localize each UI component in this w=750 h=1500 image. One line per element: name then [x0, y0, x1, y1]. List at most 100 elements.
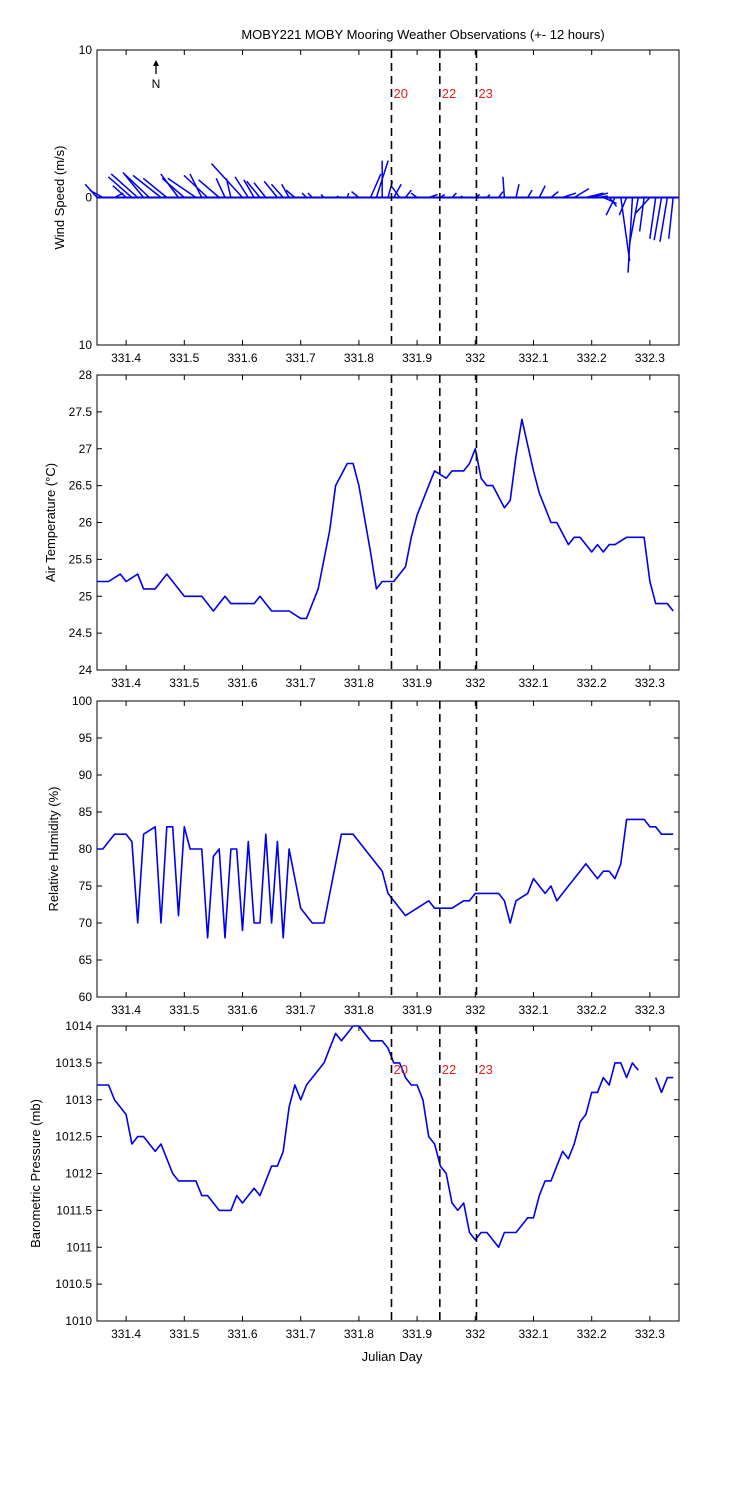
air-temperature-panel: 331.4 331.5 331.6 331.7 331.8 331.9 332 332.1 33… — [43, 368, 680, 690]
x-tick-label: 331.5 — [169, 351, 199, 365]
x-tick-label: 331.7 — [286, 1003, 316, 1017]
y-tick-label: 70 — [79, 916, 93, 930]
wind-stick — [451, 192, 457, 199]
wind-stick — [285, 189, 296, 199]
wind-stick — [369, 173, 382, 198]
y-tick-label: 24.5 — [69, 626, 93, 640]
y-tick-label: 1011 — [66, 1240, 92, 1254]
figure-title: MOBY221 MOBY Mooring Weather Observation… — [241, 27, 604, 42]
x-tick-label: 331.4 — [111, 1003, 141, 1017]
wind-stick — [634, 196, 651, 215]
y-tick-label: 65 — [79, 953, 93, 967]
x-tick-label: 331.9 — [402, 1003, 432, 1017]
wind-stick — [391, 186, 401, 198]
y-axis-title: Air Temperature (°C) — [43, 463, 58, 582]
event-marker-label: 23 — [478, 1062, 492, 1077]
wind-stick — [605, 197, 616, 216]
relative-humidity-panel: 331.4 331.5 331.6 331.7 331.8 331.9 332 332.1 33… — [46, 694, 680, 1017]
wind-stick — [335, 195, 339, 199]
wind-stick — [460, 195, 464, 199]
y-tick-label: 26.5 — [69, 479, 93, 493]
plot-frame — [96, 1025, 680, 1322]
y-tick-label: 10 — [79, 43, 93, 57]
wind-stick — [502, 176, 506, 198]
y-tick-label: 80 — [79, 842, 93, 856]
wind-stick — [215, 178, 226, 198]
x-tick-label: 332 — [465, 1003, 485, 1017]
wind-stick — [597, 195, 608, 199]
wind-stick — [270, 183, 284, 198]
x-tick-label: 331.6 — [227, 1003, 257, 1017]
barometric-pressure-panel: 331.4 331.5 331.6 331.7 331.8 331.9 332 332.1 33… — [28, 1019, 680, 1341]
y-tick-label: 10 — [79, 338, 93, 352]
x-tick-label: 332.2 — [577, 351, 607, 365]
wind-stick — [183, 174, 209, 199]
x-tick-label: 331.6 — [227, 676, 257, 690]
y-tick-label: 1014 — [65, 1019, 92, 1033]
x-tick-label: 332.2 — [577, 1003, 607, 1017]
wind-stick — [107, 176, 133, 199]
plot-frame — [96, 374, 680, 671]
event-marker-label: 22 — [442, 1062, 456, 1077]
wind-stick — [123, 173, 150, 199]
wind-stick — [628, 197, 639, 245]
y-tick-label: 26 — [79, 516, 93, 530]
y-tick-label: 1013 — [65, 1093, 92, 1107]
wind-stick — [112, 185, 127, 199]
wind-stick — [573, 188, 590, 199]
x-tick-label: 331.9 — [402, 1327, 432, 1341]
y-tick-label: 27.5 — [69, 405, 93, 419]
x-tick-label: 331.6 — [227, 1327, 257, 1341]
y-tick-label: 0 — [85, 191, 92, 205]
wind-stick — [668, 197, 674, 239]
y-tick-label: 60 — [79, 990, 93, 1004]
event-marker-label: 20 — [393, 86, 407, 101]
y-tick-label: 1010 — [65, 1314, 92, 1328]
y-tick-label: 1011.5 — [56, 1203, 92, 1217]
x-tick-label: 332.3 — [635, 351, 665, 365]
y-tick-label: 24 — [79, 663, 93, 677]
wind-stick — [638, 197, 645, 232]
x-tick-label: 332.1 — [518, 351, 548, 365]
y-tick-label: 1010.5 — [55, 1277, 92, 1291]
wind-stick — [585, 192, 604, 199]
y-tick-label: 25 — [79, 589, 93, 603]
y-tick-label: 90 — [79, 768, 93, 782]
wind-stick — [404, 189, 412, 198]
x-tick-label: 331.7 — [286, 676, 316, 690]
wind-stick — [527, 189, 533, 198]
x-tick-label: 331.5 — [169, 676, 199, 690]
x-tick-label: 332.3 — [635, 676, 665, 690]
x-tick-label: 331.9 — [402, 676, 432, 690]
event-marker-label: 22 — [442, 86, 456, 101]
x-tick-label: 331.4 — [111, 351, 141, 365]
wind-stick — [167, 177, 197, 199]
wind-stick — [346, 192, 350, 198]
wind-stick — [627, 197, 634, 273]
x-tick-label: 332.1 — [518, 676, 548, 690]
wind-stick — [243, 179, 255, 198]
wind-stick — [301, 192, 308, 199]
wind-stick — [497, 191, 504, 198]
x-tick-label: 332.2 — [577, 1327, 607, 1341]
wind-speed-panel: 331.4 331.5 331.6 331.7 331.8 331.9 332 332.1 33… — [52, 43, 680, 365]
x-tick-label: 331.7 — [286, 351, 316, 365]
y-tick-label: 100 — [72, 694, 92, 708]
plot-frame — [96, 700, 680, 998]
wind-stick — [210, 163, 244, 199]
wind-stick — [320, 194, 325, 199]
x-tick-label: 332 — [465, 351, 485, 365]
y-tick-label: 1013.5 — [55, 1056, 92, 1070]
wind-stick — [393, 183, 402, 198]
wind-stick — [486, 194, 491, 199]
x-tick-label: 331.6 — [227, 351, 257, 365]
north-label: N — [152, 77, 161, 91]
y-tick-label: 27 — [79, 442, 93, 456]
wind-stick — [515, 184, 520, 198]
data-line — [97, 818, 674, 939]
data-line — [97, 418, 674, 620]
x-tick-label: 331.8 — [344, 676, 374, 690]
wind-stick — [307, 192, 313, 199]
wind-stick — [410, 192, 418, 199]
x-tick-label: 331.8 — [344, 1003, 374, 1017]
